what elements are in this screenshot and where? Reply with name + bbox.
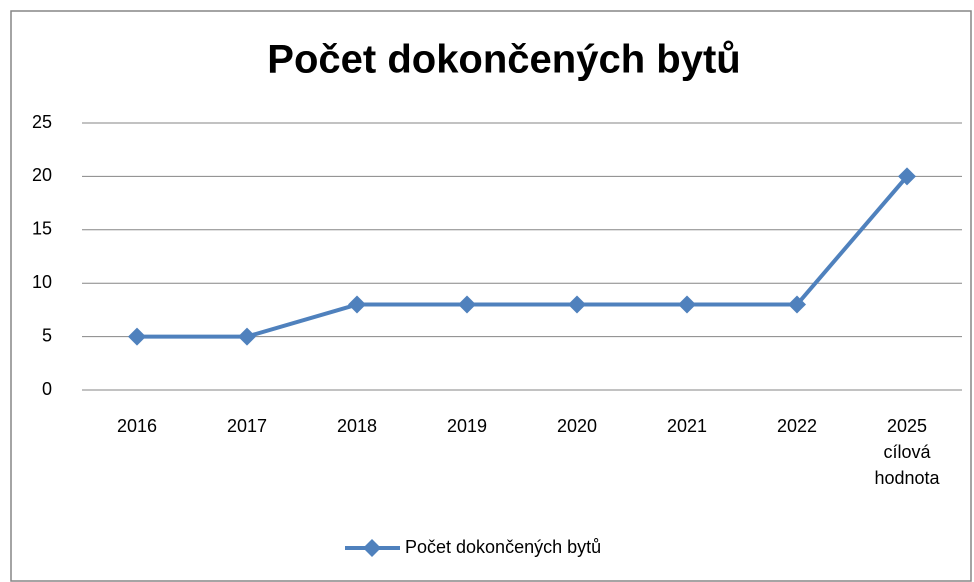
x-tick-label: 2022 [776,416,818,436]
point-marker [128,327,146,346]
chart-border [10,10,972,582]
y-tick-label: 0 [42,379,52,399]
point-marker [678,295,696,314]
x-tick-label: 2019 [446,416,488,436]
x-tick-label: 2021 [666,416,708,436]
y-tick-label: 20 [32,165,52,185]
y-tick-label: 5 [42,325,52,345]
x-tick-label: 2020 [556,416,598,436]
x-tick-label: 2016 [116,416,158,436]
point-marker [458,295,476,314]
legend-label: Počet dokončených bytů [405,537,601,557]
point-marker [568,295,586,314]
chart-title: Počet dokončených bytů [267,38,740,82]
point-marker [238,327,256,346]
x-tick-label: 2025 cílová hodnota [874,416,940,488]
y-tick-label: 25 [32,112,52,132]
legend-marker [363,539,381,557]
y-tick-label: 15 [32,219,52,239]
point-marker [788,295,806,314]
y-tick-label: 10 [32,272,52,292]
point-marker [348,295,366,314]
series-line [137,175,909,339]
x-tick-label: 2018 [336,416,378,436]
x-tick-label: 2017 [226,416,268,436]
point-marker [898,167,916,186]
